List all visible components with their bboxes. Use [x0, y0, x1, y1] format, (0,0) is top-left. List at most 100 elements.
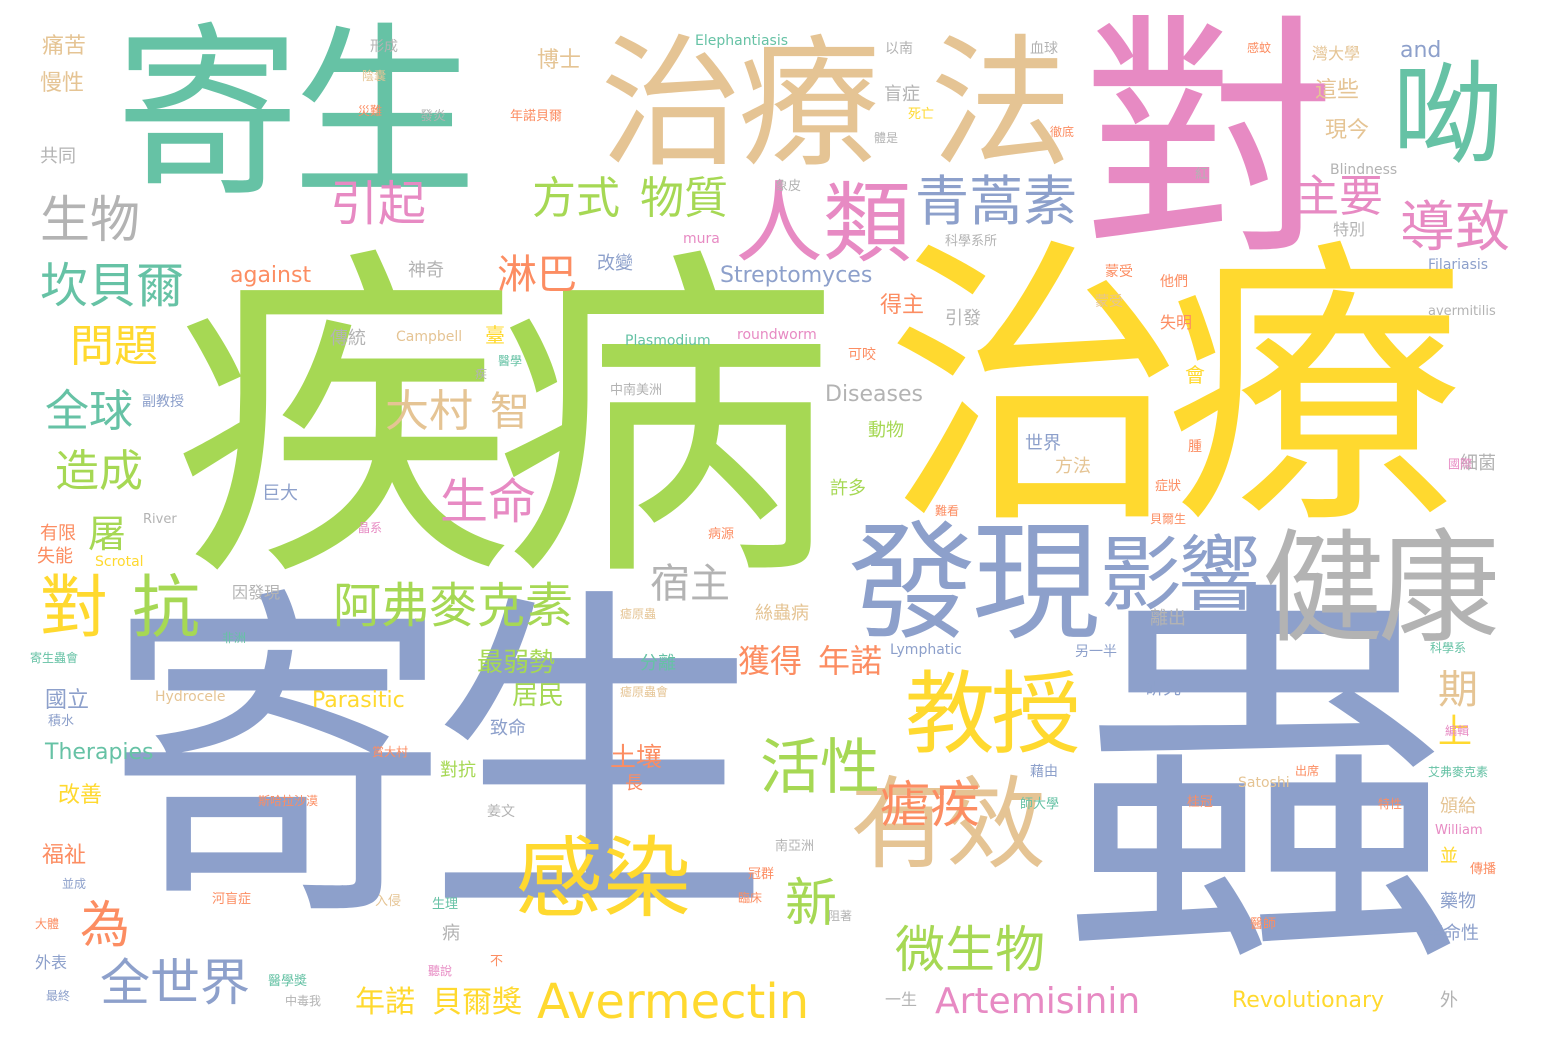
word-cloud-term: 藥物 [1440, 891, 1476, 912]
word-cloud-term: 瘧原蟲會 [620, 685, 669, 699]
word-cloud-term: 人類 [735, 172, 912, 275]
word-cloud-term: 國立 [45, 688, 90, 713]
word-cloud-term: 會 [1185, 363, 1205, 387]
word-cloud-term: Lymphatic [890, 642, 962, 658]
word-cloud-term: 新 [785, 874, 838, 934]
word-cloud-term: 特性 [1378, 797, 1403, 811]
word-cloud-term: Scrotal [95, 554, 144, 570]
word-cloud-term: 科學系所 [945, 234, 998, 249]
word-cloud-term: 治療 [600, 22, 880, 187]
word-cloud-term: 許多 [830, 478, 866, 499]
word-cloud-term: 臨床 [738, 891, 763, 905]
word-cloud-term: 入侵 [375, 894, 402, 909]
word-cloud-term: Artemisinin [935, 981, 1141, 1022]
word-cloud-term: 慢性 [40, 71, 85, 96]
word-cloud-term: 蒙受 [1105, 264, 1133, 280]
word-cloud-term: 他們 [1160, 274, 1188, 290]
word-cloud-term: 現今 [1325, 118, 1370, 143]
word-cloud-term: 造成 [55, 446, 143, 497]
word-cloud-term: roundworm [737, 327, 817, 343]
word-cloud-term: 有效 [850, 766, 1046, 883]
word-cloud-term: 博士 [537, 48, 582, 73]
word-cloud-term: mura [683, 231, 720, 247]
word-cloud-term: 一生 [885, 990, 918, 1009]
word-cloud-term: 致命 [490, 718, 526, 739]
word-cloud-term: 全球 [45, 386, 133, 437]
word-cloud-term: 體是 [874, 131, 899, 145]
word-cloud-term: 大體 [35, 917, 60, 931]
word-cloud-term: 問題 [70, 321, 158, 372]
word-cloud-term: 阿弗麥克素 [333, 578, 574, 634]
word-cloud-term: and [1400, 38, 1442, 63]
word-cloud-term: 對 [1082, 0, 1338, 290]
word-cloud-term: 年諾貝爾 [510, 109, 563, 124]
word-cloud-term: 寄生蟲會 [30, 651, 79, 665]
word-cloud-term: 河盲症 [212, 892, 252, 907]
word-cloud-term: 賞大村 [372, 745, 409, 759]
word-cloud-term: Satoshi [1238, 775, 1290, 791]
word-cloud-term: 長 [625, 773, 643, 794]
word-cloud-term: 教授 [905, 662, 1081, 767]
word-cloud-term: 傳統 [330, 328, 366, 349]
word-cloud-term: 上 [1438, 712, 1472, 752]
word-cloud-term: 改善 [58, 783, 103, 808]
word-cloud-term: 貝爾生 [1150, 512, 1187, 526]
word-cloud-term: Blindness [1330, 162, 1398, 178]
word-cloud-term: Revolutionary [1232, 988, 1385, 1013]
word-cloud-term: 最弱勢 [477, 648, 556, 678]
word-cloud-term: 阻著 [828, 909, 853, 923]
word-cloud-term: 並成 [62, 877, 87, 891]
word-cloud-term: 姜文 [487, 804, 515, 820]
word-cloud-term: 主要 [1295, 171, 1383, 222]
word-cloud-term: 傳播 [1470, 862, 1497, 877]
word-cloud-term: 斯哈拉沙漠 [258, 794, 319, 808]
word-cloud-term: 感蚊 [1247, 41, 1272, 55]
word-cloud-term: 健康 [1262, 518, 1500, 660]
word-cloud-term: 物質 [640, 173, 728, 224]
word-cloud-term: Campbell [396, 329, 463, 345]
word-cloud-term: 改變 [597, 253, 633, 274]
word-cloud-term: 編輯 [1445, 724, 1470, 738]
word-cloud-term: 有限 [40, 523, 76, 544]
word-cloud-term: 陰囊 [362, 69, 387, 83]
word-cloud-term: Hydrocele [155, 689, 226, 705]
word-cloud-term: 絲蟲病 [755, 603, 809, 624]
word-cloud-term: 全世界 [100, 954, 250, 1012]
word-cloud-term: 瘧疾 [880, 776, 980, 834]
word-cloud-term: Parasitic [312, 688, 405, 713]
word-cloud-term: 獲得 [738, 642, 803, 680]
word-cloud-term: 世界 [1025, 433, 1061, 454]
word-cloud-term: 對抗 [440, 760, 476, 781]
word-cloud-term: 疾 [475, 367, 488, 381]
word-cloud-term: 象皮 [775, 179, 802, 194]
word-cloud-term: 宿主 [650, 561, 730, 607]
word-cloud-term: 離出 [1150, 608, 1186, 629]
word-cloud-term: 導致 [1400, 195, 1511, 259]
word-cloud-term: 外 [1440, 990, 1458, 1011]
word-cloud-term: 桂冠 [1187, 795, 1214, 810]
word-cloud-term: Filariasis [1428, 257, 1489, 273]
word-cloud-term: 瘧原蟲 [620, 607, 657, 621]
word-cloud-term: 居民 [512, 681, 565, 711]
word-cloud-term: 活性 [760, 733, 880, 803]
word-cloud-term: 外表 [35, 953, 68, 972]
word-cloud-term: 因發現 [232, 583, 281, 602]
word-cloud-term: 中毒我 [285, 994, 322, 1008]
word-cloud-term: 這些 [1315, 78, 1360, 103]
word-cloud-term: 死亡 [908, 107, 935, 122]
word-cloud-term: 土壤 [610, 743, 663, 773]
word-cloud-term: 治療 [885, 215, 1465, 564]
word-cloud-term: 共同 [40, 146, 76, 167]
word-cloud-term: 頒給 [1440, 796, 1476, 817]
word-cloud-term: 智 [490, 389, 530, 435]
word-cloud-term: 福祉 [42, 843, 87, 868]
word-cloud-term: against [230, 263, 312, 288]
word-cloud-term: 症狀 [1155, 479, 1182, 494]
word-cloud-term: 臺 [485, 323, 505, 347]
word-cloud-term: 血球 [1030, 41, 1058, 57]
word-cloud-term: Avermectin [537, 974, 810, 1030]
word-cloud-term: 寄生 [105, 562, 771, 963]
word-cloud-term: 可咬 [848, 347, 876, 363]
word-cloud-term: 年諾 [818, 642, 883, 680]
word-cloud-term: 晶系 [358, 521, 383, 535]
